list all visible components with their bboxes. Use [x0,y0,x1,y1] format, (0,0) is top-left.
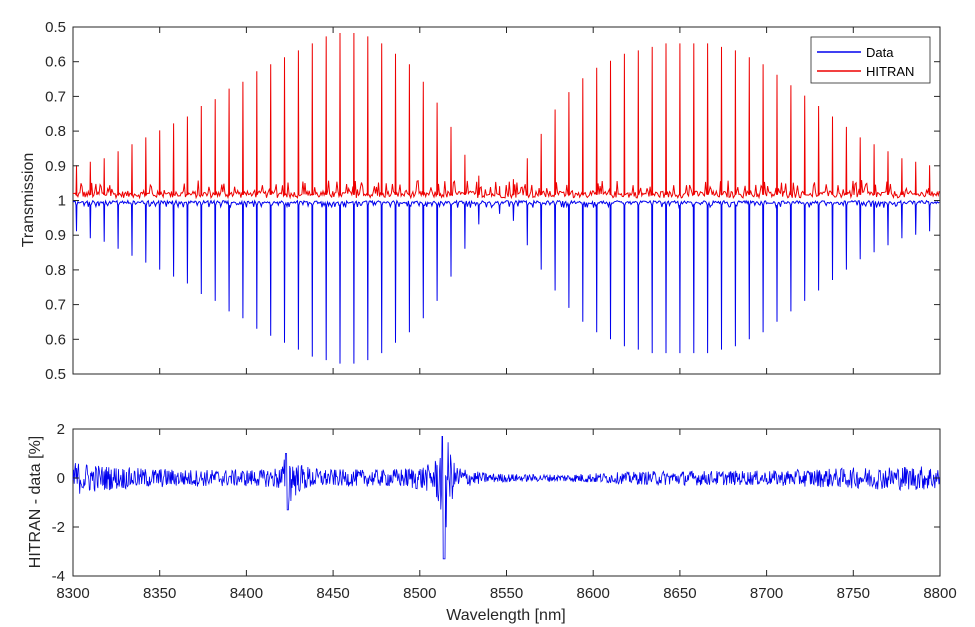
top-y-tick-label: 0.6 [45,54,66,71]
bottom-plot-area [72,436,941,560]
top-plot-area [72,32,940,364]
x-tick-label: 8550 [490,585,523,602]
legend-box [810,36,931,84]
top-y-tick-label: 0.9 [45,158,66,175]
series-hitran-line [72,32,940,200]
top-y-tick-label: 0.5 [45,366,66,383]
x-axis-label: Wavelength [nm] [446,607,565,624]
x-tick-label: 8700 [750,585,783,602]
top-y-tick-label: 0.8 [45,123,66,140]
top-y-tick-label: 0.5 [45,19,66,36]
bottom-y-tick-label: 0 [57,470,65,487]
x-tick-label: 8350 [143,585,176,602]
legend-hitran-label: HITRAN [866,64,914,79]
x-tick-label: 8750 [837,585,870,602]
bottom-axes-box [72,428,941,577]
bottom-y-tick-label: 2 [57,421,65,438]
residual-line [72,436,941,560]
x-tick-label: 8650 [663,585,696,602]
bottom-y-tick-label: -4 [52,568,65,585]
x-tick-label: 8500 [403,585,436,602]
top-y-axis-label: Transmission [20,153,37,248]
legend-data-label: Data [866,45,894,60]
x-tick-label: 8450 [316,585,349,602]
x-tick-label: 8300 [56,585,89,602]
x-tick-label: 8800 [923,585,956,602]
legend: Data HITRAN [810,36,931,84]
top-y-tick-label: 0.7 [45,297,66,314]
bottom-y-tick-label: -2 [52,519,65,536]
top-y-tick-label: 0.6 [45,331,66,348]
top-y-tick-label: 0.7 [45,88,66,105]
bottom-y-ticks: 2 0 -2 -4 [52,421,940,585]
x-tick-label: 8600 [577,585,610,602]
top-x-ticks [72,27,941,374]
top-y-tick-label: 1 [58,193,66,210]
top-y-tick-label: 0.8 [45,262,66,279]
top-y-tick-label: 0.9 [45,227,66,244]
series-data-line [72,199,940,364]
bottom-x-ticks: 8300 8350 8400 8450 8500 8550 8600 8650 8700 8750… [56,429,957,602]
top-y-ticks: 0.5 0.6 0.7 0.8 0.9 1 0.9 0.8 0.7 0.6 0.5 [45,19,940,383]
bottom-y-axis-label: HITRAN - data [%] [27,436,44,568]
x-tick-label: 8400 [230,585,263,602]
